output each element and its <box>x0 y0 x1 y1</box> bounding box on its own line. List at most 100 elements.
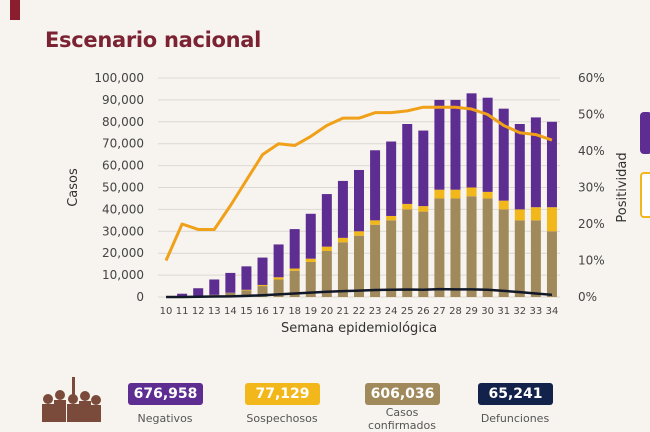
bar-negativos <box>434 99 445 190</box>
bar-negativos <box>450 99 461 190</box>
y2-axis-label: Positividad <box>615 152 630 222</box>
y2-tick-label: 60% <box>578 71 605 85</box>
legend-swatch-sospechosos <box>640 172 650 218</box>
x-tick-label: 24 <box>385 306 398 317</box>
bar-sospechosos <box>321 246 332 252</box>
y-tick-label: 30,000 <box>102 224 144 238</box>
bar-negativos <box>273 244 284 278</box>
bar-negativos <box>466 93 477 188</box>
bar-confirmados <box>257 286 268 297</box>
bar-confirmados <box>305 261 316 297</box>
bar-negativos <box>546 121 557 208</box>
x-tick-label: 18 <box>288 306 301 317</box>
bar-confirmados <box>321 251 332 297</box>
x-tick-label: 33 <box>530 306 543 317</box>
confirmados-value: 606,036 <box>365 383 440 405</box>
x-tick-label: 22 <box>353 306 366 317</box>
bar-negativos <box>241 266 252 290</box>
bar-negativos <box>386 141 397 216</box>
x-tick-label: 21 <box>337 306 350 317</box>
y-tick-label: 70,000 <box>102 137 144 151</box>
bar-sospechosos <box>305 258 316 262</box>
x-tick-label: 23 <box>369 306 382 317</box>
bar-negativos <box>418 130 429 207</box>
bar-sospechosos <box>370 220 381 225</box>
y2-tick-label: 30% <box>578 181 605 195</box>
defunciones-value: 65,241 <box>478 383 553 405</box>
x-tick-label: 30 <box>481 306 494 317</box>
bar-negativos <box>402 123 413 204</box>
bar-negativos <box>498 108 509 201</box>
y2-tick-label: 50% <box>578 108 605 122</box>
bar-sospechosos <box>498 200 509 210</box>
historical-figures-logo <box>42 377 101 422</box>
bar-sospechosos <box>546 207 557 232</box>
chart: 0 10,000 20,000 30,000 40,000 50,000 60,000 70,… <box>66 71 630 336</box>
bar-negativos <box>321 194 332 247</box>
bar-sospechosos <box>482 191 493 199</box>
y-tick-label: 40,000 <box>102 202 144 216</box>
x-tick-label: 16 <box>256 306 269 317</box>
bar-confirmados <box>434 198 445 297</box>
defunciones-label: Defunciones <box>480 412 550 425</box>
bar-sospechosos <box>386 215 397 221</box>
bar-sospechosos <box>402 203 413 210</box>
bar-sospechosos <box>466 187 477 197</box>
bar-sospechosos <box>241 289 252 291</box>
y-tick-label: 0 <box>136 290 144 304</box>
bar-confirmados <box>498 209 509 297</box>
bar-sospechosos <box>273 277 284 280</box>
bar-confirmados <box>514 220 525 297</box>
y2-tick-label: 40% <box>578 144 605 158</box>
y-axis-label: Casos <box>66 168 81 207</box>
y2-tick-label: 10% <box>578 254 605 268</box>
x-tick-label: 14 <box>224 306 237 317</box>
sospechosos-value: 77,129 <box>245 383 320 405</box>
legend-swatch-negativos <box>640 112 650 154</box>
bar-confirmados <box>354 235 364 297</box>
negativos-value: 676,958 <box>128 383 203 405</box>
x-tick-label: 25 <box>401 306 414 317</box>
x-tick-label: 32 <box>513 306 526 317</box>
x-tick-label: 10 <box>160 306 173 317</box>
bar-sospechosos <box>530 207 541 221</box>
line-positividad <box>164 105 553 262</box>
accent-bar <box>10 0 20 20</box>
bar-sospechosos <box>289 268 300 271</box>
bar-negativos <box>305 213 316 259</box>
bar-negativos <box>337 180 348 238</box>
x-tick-label: 29 <box>465 306 478 317</box>
bar-confirmados <box>273 279 284 297</box>
negativos-label: Negativos <box>137 412 193 425</box>
bar-negativos <box>209 279 220 295</box>
bar-sospechosos <box>418 206 429 212</box>
x-tick-label: 11 <box>176 306 189 317</box>
y2-tick-label: 20% <box>578 217 605 231</box>
bar-confirmados <box>482 198 493 297</box>
x-tick-label: 13 <box>208 306 221 317</box>
x-tick-label: 26 <box>417 306 430 317</box>
y-tick-label: 20,000 <box>102 246 144 260</box>
x-tick-label: 19 <box>304 306 317 317</box>
summary-boxes: 676,958 Negativos 77,129 Sospechosos 606… <box>0 380 650 432</box>
x-tick-label: 12 <box>192 306 205 317</box>
y2-tick-label: 0% <box>578 290 597 304</box>
line-defunciones <box>166 287 553 299</box>
y-tick-label: 80,000 <box>102 115 144 129</box>
bar-negativos <box>225 272 236 293</box>
bar-sospechosos <box>257 284 268 287</box>
y-tick-label: 10,000 <box>102 268 144 282</box>
bar-negativos <box>193 288 204 296</box>
x-tick-label: 34 <box>546 306 559 317</box>
sospechosos-label: Sospechosos <box>246 412 318 425</box>
bar-confirmados <box>225 292 236 297</box>
bar-confirmados <box>337 242 348 297</box>
confirmados-label: Casos confirmados <box>368 406 436 432</box>
bar-confirmados <box>370 224 381 297</box>
x-tick-label: 17 <box>272 306 285 317</box>
x-tick-label: 31 <box>497 306 510 317</box>
bar-negativos <box>482 97 493 192</box>
bar-confirmados <box>241 290 252 297</box>
x-axis-label: Semana epidemiológica <box>281 321 437 336</box>
bar-negativos <box>289 229 300 269</box>
